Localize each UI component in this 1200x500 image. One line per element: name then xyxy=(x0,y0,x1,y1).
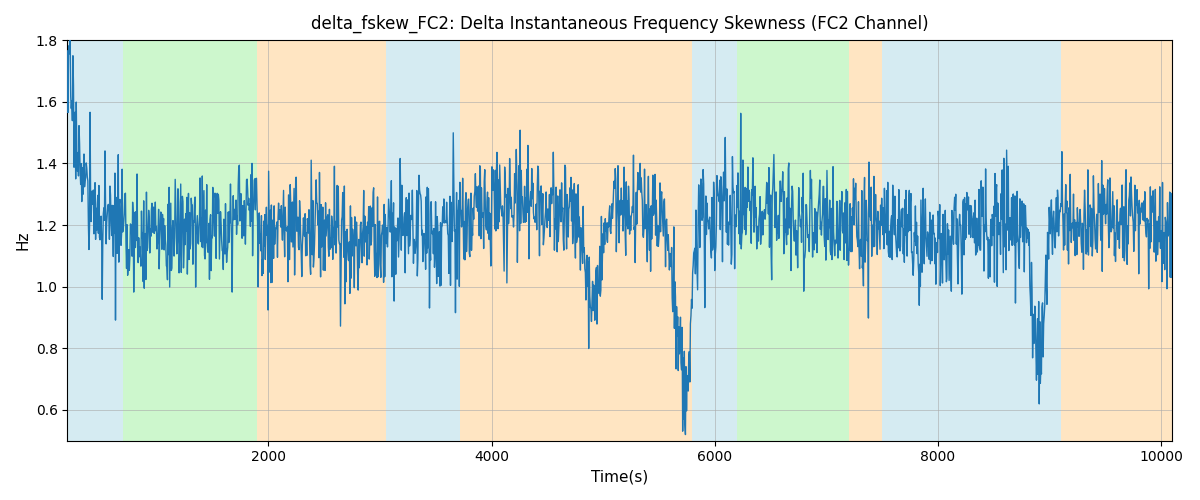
Bar xyxy=(692,40,737,440)
Bar xyxy=(882,40,1061,440)
Bar xyxy=(848,40,882,440)
Y-axis label: Hz: Hz xyxy=(16,230,30,250)
Bar xyxy=(1061,40,1172,440)
X-axis label: Time(s): Time(s) xyxy=(592,470,648,485)
Bar xyxy=(461,40,692,440)
Bar xyxy=(124,40,257,440)
Bar xyxy=(67,40,124,440)
Bar xyxy=(737,40,848,440)
Bar xyxy=(257,40,385,440)
Bar xyxy=(385,40,461,440)
Title: delta_fskew_FC2: Delta Instantaneous Frequency Skewness (FC2 Channel): delta_fskew_FC2: Delta Instantaneous Fre… xyxy=(311,15,929,34)
